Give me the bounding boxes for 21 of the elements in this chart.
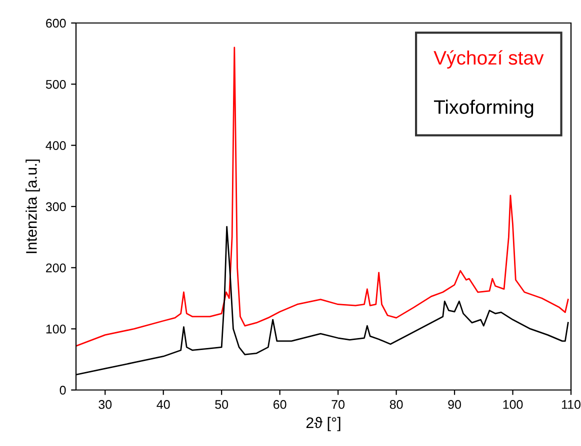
x-tick-label: 100 (503, 400, 523, 409)
x-axis-title: 2ϑ [°] (306, 416, 340, 432)
line-series (76, 46, 569, 347)
x-tick-label: 80 (390, 400, 403, 409)
y-tick-label: 400 (46, 141, 66, 150)
text: Výchozí stav (434, 50, 544, 69)
y-tick-label: 300 (46, 202, 66, 212)
x-tick-label: 70 (332, 400, 345, 409)
x-tick-label: 110 (562, 400, 580, 409)
y-axis-title: Intenzita [a.u.] (26, 160, 40, 254)
y-tick-label: 0 (60, 386, 66, 395)
y-tick-label: 500 (46, 80, 66, 89)
y-tick-label: 600 (46, 18, 66, 28)
x-tick-label: 40 (156, 400, 170, 409)
text: Tixoforming (434, 100, 534, 118)
x-tick-label: 30 (98, 400, 112, 409)
x-tick-label: 90 (448, 400, 461, 409)
x-tick-label: 60 (274, 400, 286, 409)
x-tick-label: 50 (215, 400, 228, 409)
y-tick-label: 200 (46, 263, 66, 272)
y-tick-label: 100 (46, 324, 66, 334)
